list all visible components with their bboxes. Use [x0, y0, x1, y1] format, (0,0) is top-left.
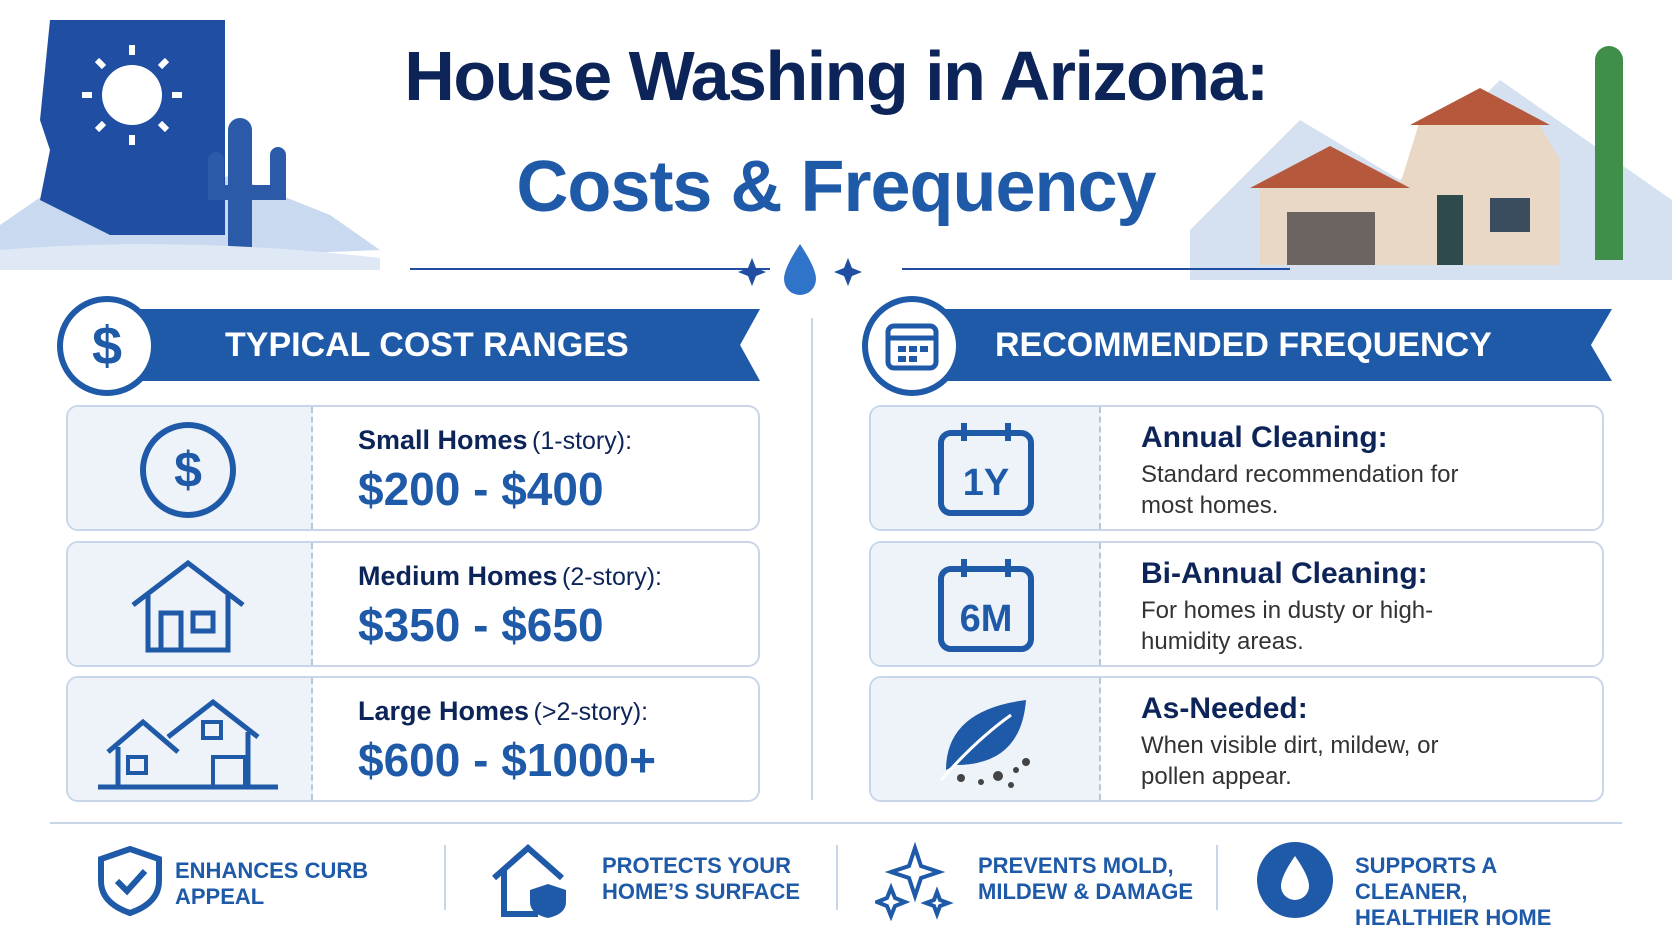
home-size: Small Homes: [358, 425, 528, 455]
leaf-icon: [939, 700, 1030, 788]
benefit: PROTECTS YOUR HOME’S SURFACE: [602, 853, 801, 904]
large-house-icon: [98, 698, 278, 790]
home-size: Medium Homes: [358, 561, 558, 591]
sparkle-icon: [875, 842, 954, 922]
cost-card: Large Homes (>2-story): $600 - $1000+: [66, 676, 760, 802]
home-size: Large Homes: [358, 696, 530, 726]
heading-icon: $: [57, 296, 157, 396]
drop-icon: [1257, 842, 1333, 918]
benefit-dividers: [444, 845, 1218, 910]
section-heading: RECOMMENDED FREQUENCY: [995, 326, 1492, 364]
frequency-title: Annual Cleaning:: [1141, 421, 1388, 454]
frequency-text: Bi-Annual Cleaning: For homes in dusty or…: [1141, 557, 1592, 657]
frequency-card: 1Y Annual Cleaning: Standard recommendati…: [869, 405, 1604, 531]
icon-area: [68, 543, 313, 665]
icon-area: 1Y: [871, 407, 1101, 529]
story-note: (1-story):: [532, 427, 633, 455]
icon-area: $: [68, 407, 313, 529]
door: [1437, 195, 1463, 265]
subtitle: Costs & Frequency: [516, 147, 1156, 227]
heading-icon: [862, 296, 962, 396]
frequency-card: As-Needed: When visible dirt, mildew, or …: [869, 676, 1604, 802]
frequency-text: Annual Cleaning: Standard recommendation …: [1141, 421, 1592, 521]
story-note: (>2-story):: [533, 698, 649, 726]
arizona-shape: [40, 20, 225, 235]
ground: [0, 244, 380, 270]
cactus: [1595, 46, 1623, 260]
icon-area: 6M: [871, 543, 1101, 665]
dollar-icon: $: [140, 422, 236, 518]
frequency-desc: Standard recommendation for most homes.: [1141, 461, 1459, 519]
section-banner: TYPICAL COST RANGES: [95, 309, 760, 381]
drop-icon: [784, 244, 816, 295]
frequency-card: 6M Bi-Annual Cleaning: For homes in dusty…: [869, 541, 1604, 667]
calendar-label: 1Y: [963, 462, 1009, 504]
price-range: $600 - $1000+: [358, 734, 656, 786]
icon-area: [871, 678, 1101, 800]
icon-area: [68, 678, 313, 800]
frequency-text: As-Needed: When visible dirt, mildew, or …: [1141, 692, 1592, 792]
garage: [1287, 212, 1375, 265]
cost-text: Medium Homes (2-story): $350 - $650: [358, 561, 748, 652]
house-shield-icon: [492, 843, 566, 918]
title: House Washing in Arizona:: [404, 37, 1269, 115]
benefit: ENHANCES CURB APPEAL: [175, 858, 369, 909]
cost-text: Large Homes (>2-story): $600 - $1000+: [358, 696, 748, 787]
frequency-title: Bi-Annual Cleaning:: [1141, 557, 1428, 590]
benefit: PREVENTS MOLD, MILDEW & DAMAGE: [978, 853, 1194, 904]
cost-card: $ Small Homes (1-story): $200 - $400: [66, 405, 760, 531]
roof: [1250, 88, 1550, 188]
calendar-label: 6M: [960, 598, 1013, 640]
cost-card: Medium Homes (2-story): $350 - $650: [66, 541, 760, 667]
section-heading: TYPICAL COST RANGES: [225, 326, 629, 364]
calendar-icon: [885, 323, 939, 371]
frequency-title: As-Needed:: [1141, 692, 1308, 725]
frequency-desc: For homes in dusty or high-humidity area…: [1141, 597, 1434, 655]
cactus: [208, 118, 286, 250]
calendar-icon: 1Y: [938, 423, 1034, 516]
price-range: $200 - $400: [358, 463, 604, 515]
sparkles: [738, 258, 862, 286]
window: [1490, 198, 1530, 232]
cost-text: Small Homes (1-story): $200 - $400: [358, 425, 748, 516]
benefit: SUPPORTS A CLEANER, HEALTHIER HOME: [1355, 853, 1552, 930]
shield-icon: [98, 845, 162, 917]
sun-rays: [82, 45, 182, 145]
story-note: (2-story):: [562, 563, 662, 591]
price-range: $350 - $650: [358, 599, 604, 651]
frequency-desc: When visible dirt, mildew, or pollen app…: [1141, 732, 1439, 790]
section-banner: RECOMMENDED FREQUENCY: [910, 309, 1612, 381]
sun: [102, 65, 162, 125]
calendar-icon: 6M: [938, 559, 1034, 652]
house-icon: [131, 559, 245, 653]
